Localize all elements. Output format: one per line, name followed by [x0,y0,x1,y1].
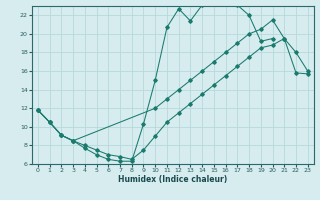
X-axis label: Humidex (Indice chaleur): Humidex (Indice chaleur) [118,175,228,184]
